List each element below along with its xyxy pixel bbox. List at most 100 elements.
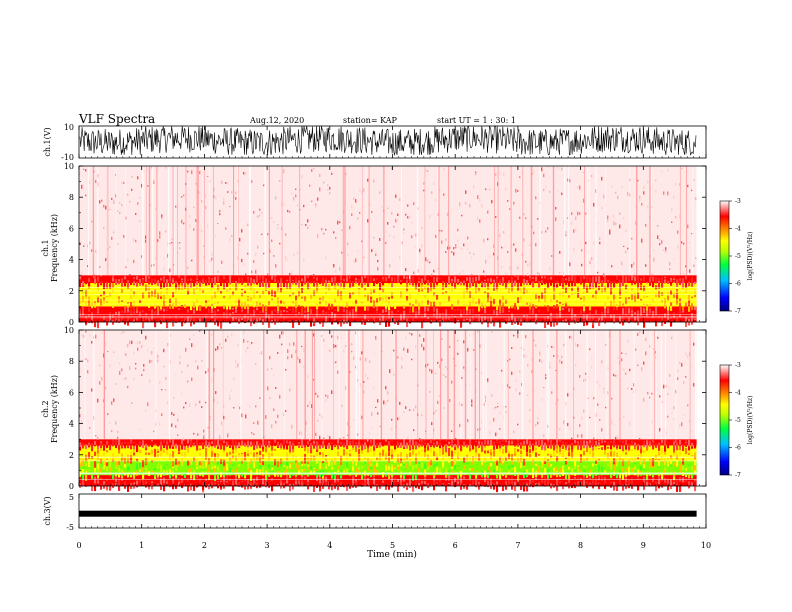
spectrogram-cell bbox=[229, 451, 232, 455]
spectrogram-cell bbox=[313, 457, 316, 462]
spectrogram-cell bbox=[523, 445, 526, 451]
spectrogram-cell bbox=[547, 461, 550, 467]
spectrogram-cell bbox=[460, 465, 463, 471]
spectrogram-cell bbox=[313, 274, 315, 277]
spectrogram-cell bbox=[469, 308, 472, 315]
spectrogram-cell bbox=[509, 208, 511, 210]
spectrogram-cell bbox=[637, 281, 640, 288]
spectrogram-cell bbox=[268, 315, 271, 319]
spectrogram-cell bbox=[304, 468, 307, 471]
spectrogram-cell bbox=[532, 277, 535, 279]
spectrogram-cell bbox=[91, 466, 94, 469]
spectrogram-cell bbox=[207, 175, 209, 177]
spectrogram-cell bbox=[467, 236, 469, 240]
spectrogram-cell bbox=[625, 229, 627, 232]
spectrogram-cell bbox=[616, 279, 619, 284]
spectrogram-cell bbox=[673, 312, 676, 316]
spectrogram-cell bbox=[289, 293, 292, 295]
spectrogram-cell bbox=[634, 312, 637, 314]
spectrogram-cell bbox=[454, 444, 457, 448]
spectrogram-cell bbox=[394, 314, 397, 320]
spectrogram-cell bbox=[238, 484, 241, 487]
spectrogram-cell bbox=[178, 463, 181, 467]
spectrogram-cell bbox=[679, 278, 682, 281]
spectrogram-cell bbox=[310, 476, 313, 484]
spectrogram-cell bbox=[484, 298, 487, 305]
spectrogram-cell bbox=[229, 321, 232, 324]
spectrogram-cell bbox=[317, 197, 319, 201]
spectrogram-cell bbox=[448, 295, 451, 297]
spectrogram-cell bbox=[667, 459, 670, 464]
spectrogram-cell bbox=[94, 440, 97, 446]
spectrogram-cell bbox=[271, 484, 274, 492]
spectrogram-cell bbox=[415, 279, 418, 282]
spectrogram-cell bbox=[395, 194, 397, 198]
spectrogram-cell bbox=[130, 302, 133, 309]
spectrogram-cell bbox=[261, 212, 263, 214]
spectrogram-cell bbox=[343, 446, 346, 450]
spectrogram-cell bbox=[130, 479, 133, 484]
spectrogram-cell bbox=[373, 279, 376, 281]
spectrogram-cell bbox=[646, 304, 649, 311]
spectrogram-cell bbox=[277, 286, 280, 292]
spectrogram-cell bbox=[610, 474, 613, 479]
spectrogram-cell bbox=[367, 447, 370, 453]
spectrogram-cell bbox=[493, 252, 495, 256]
spectrogram-cell bbox=[442, 483, 445, 485]
spectrogram-cell bbox=[97, 285, 100, 291]
spectrogram-cell bbox=[322, 476, 325, 484]
spectrogram-cell bbox=[325, 300, 328, 306]
spectrogram-cell bbox=[175, 444, 178, 449]
spectrogram-cell bbox=[304, 444, 307, 448]
spectrogram-cell bbox=[691, 233, 693, 235]
spectrogram-cell bbox=[187, 276, 190, 281]
spectrogram-cell bbox=[418, 446, 421, 449]
spectrogram-cell bbox=[361, 461, 364, 468]
spectrogram-cell bbox=[273, 255, 275, 257]
spectrogram-cell bbox=[232, 311, 235, 314]
spectrogram-cell bbox=[664, 279, 667, 282]
spectrogram-cell bbox=[184, 457, 187, 461]
spectrogram-cell bbox=[163, 258, 165, 260]
spectrogram-cell bbox=[649, 460, 652, 468]
spectrogram-cell bbox=[622, 460, 625, 467]
spectrogram-cell bbox=[376, 469, 379, 474]
spectrogram-cell bbox=[325, 276, 328, 278]
spectrogram-cell bbox=[517, 444, 520, 446]
spectrogram-cell bbox=[527, 264, 529, 266]
spectrogram-cell bbox=[166, 469, 169, 476]
spectrogram-cell bbox=[139, 310, 142, 317]
spectrogram-cell bbox=[478, 275, 481, 278]
spectrogram-cell bbox=[391, 444, 394, 446]
spectrogram-cell bbox=[595, 294, 598, 300]
spectrogram-cell bbox=[535, 452, 538, 459]
spectrogram-cell bbox=[682, 477, 685, 481]
spectrogram-cell bbox=[265, 289, 268, 291]
spectrogram-cell bbox=[448, 441, 451, 444]
spectrogram-cell bbox=[673, 290, 676, 292]
spectrogram-cell bbox=[649, 480, 652, 484]
spectrogram-cell bbox=[397, 304, 400, 306]
spectrogram-cell bbox=[253, 445, 256, 449]
spectrogram-cell bbox=[367, 301, 370, 306]
ch1-ytick-top: 10 bbox=[64, 123, 74, 132]
spectrogram-cell bbox=[499, 279, 502, 282]
spectrogram-cell bbox=[583, 459, 586, 462]
spectrogram-cell bbox=[676, 317, 679, 322]
spectrogram-cell bbox=[691, 318, 694, 325]
spectrogram-cell bbox=[91, 306, 94, 309]
spectrogram-cell bbox=[322, 441, 325, 444]
spectrogram-cell bbox=[442, 277, 445, 280]
spectrogram-cell bbox=[321, 228, 323, 230]
spectrogram-cell bbox=[589, 319, 592, 321]
spectrogram-cell bbox=[451, 450, 454, 457]
spectrogram-cell bbox=[157, 454, 160, 458]
spectrogram-cell bbox=[199, 171, 201, 175]
spectrogram-cell bbox=[418, 302, 421, 306]
spectrogram-cell bbox=[391, 212, 393, 215]
spectrogram-cell bbox=[226, 305, 229, 310]
spectrogram-cell bbox=[481, 203, 483, 208]
spectrogram-cell bbox=[205, 462, 208, 468]
spectrogram-cell bbox=[375, 253, 377, 256]
spectrogram-cell bbox=[171, 242, 173, 244]
